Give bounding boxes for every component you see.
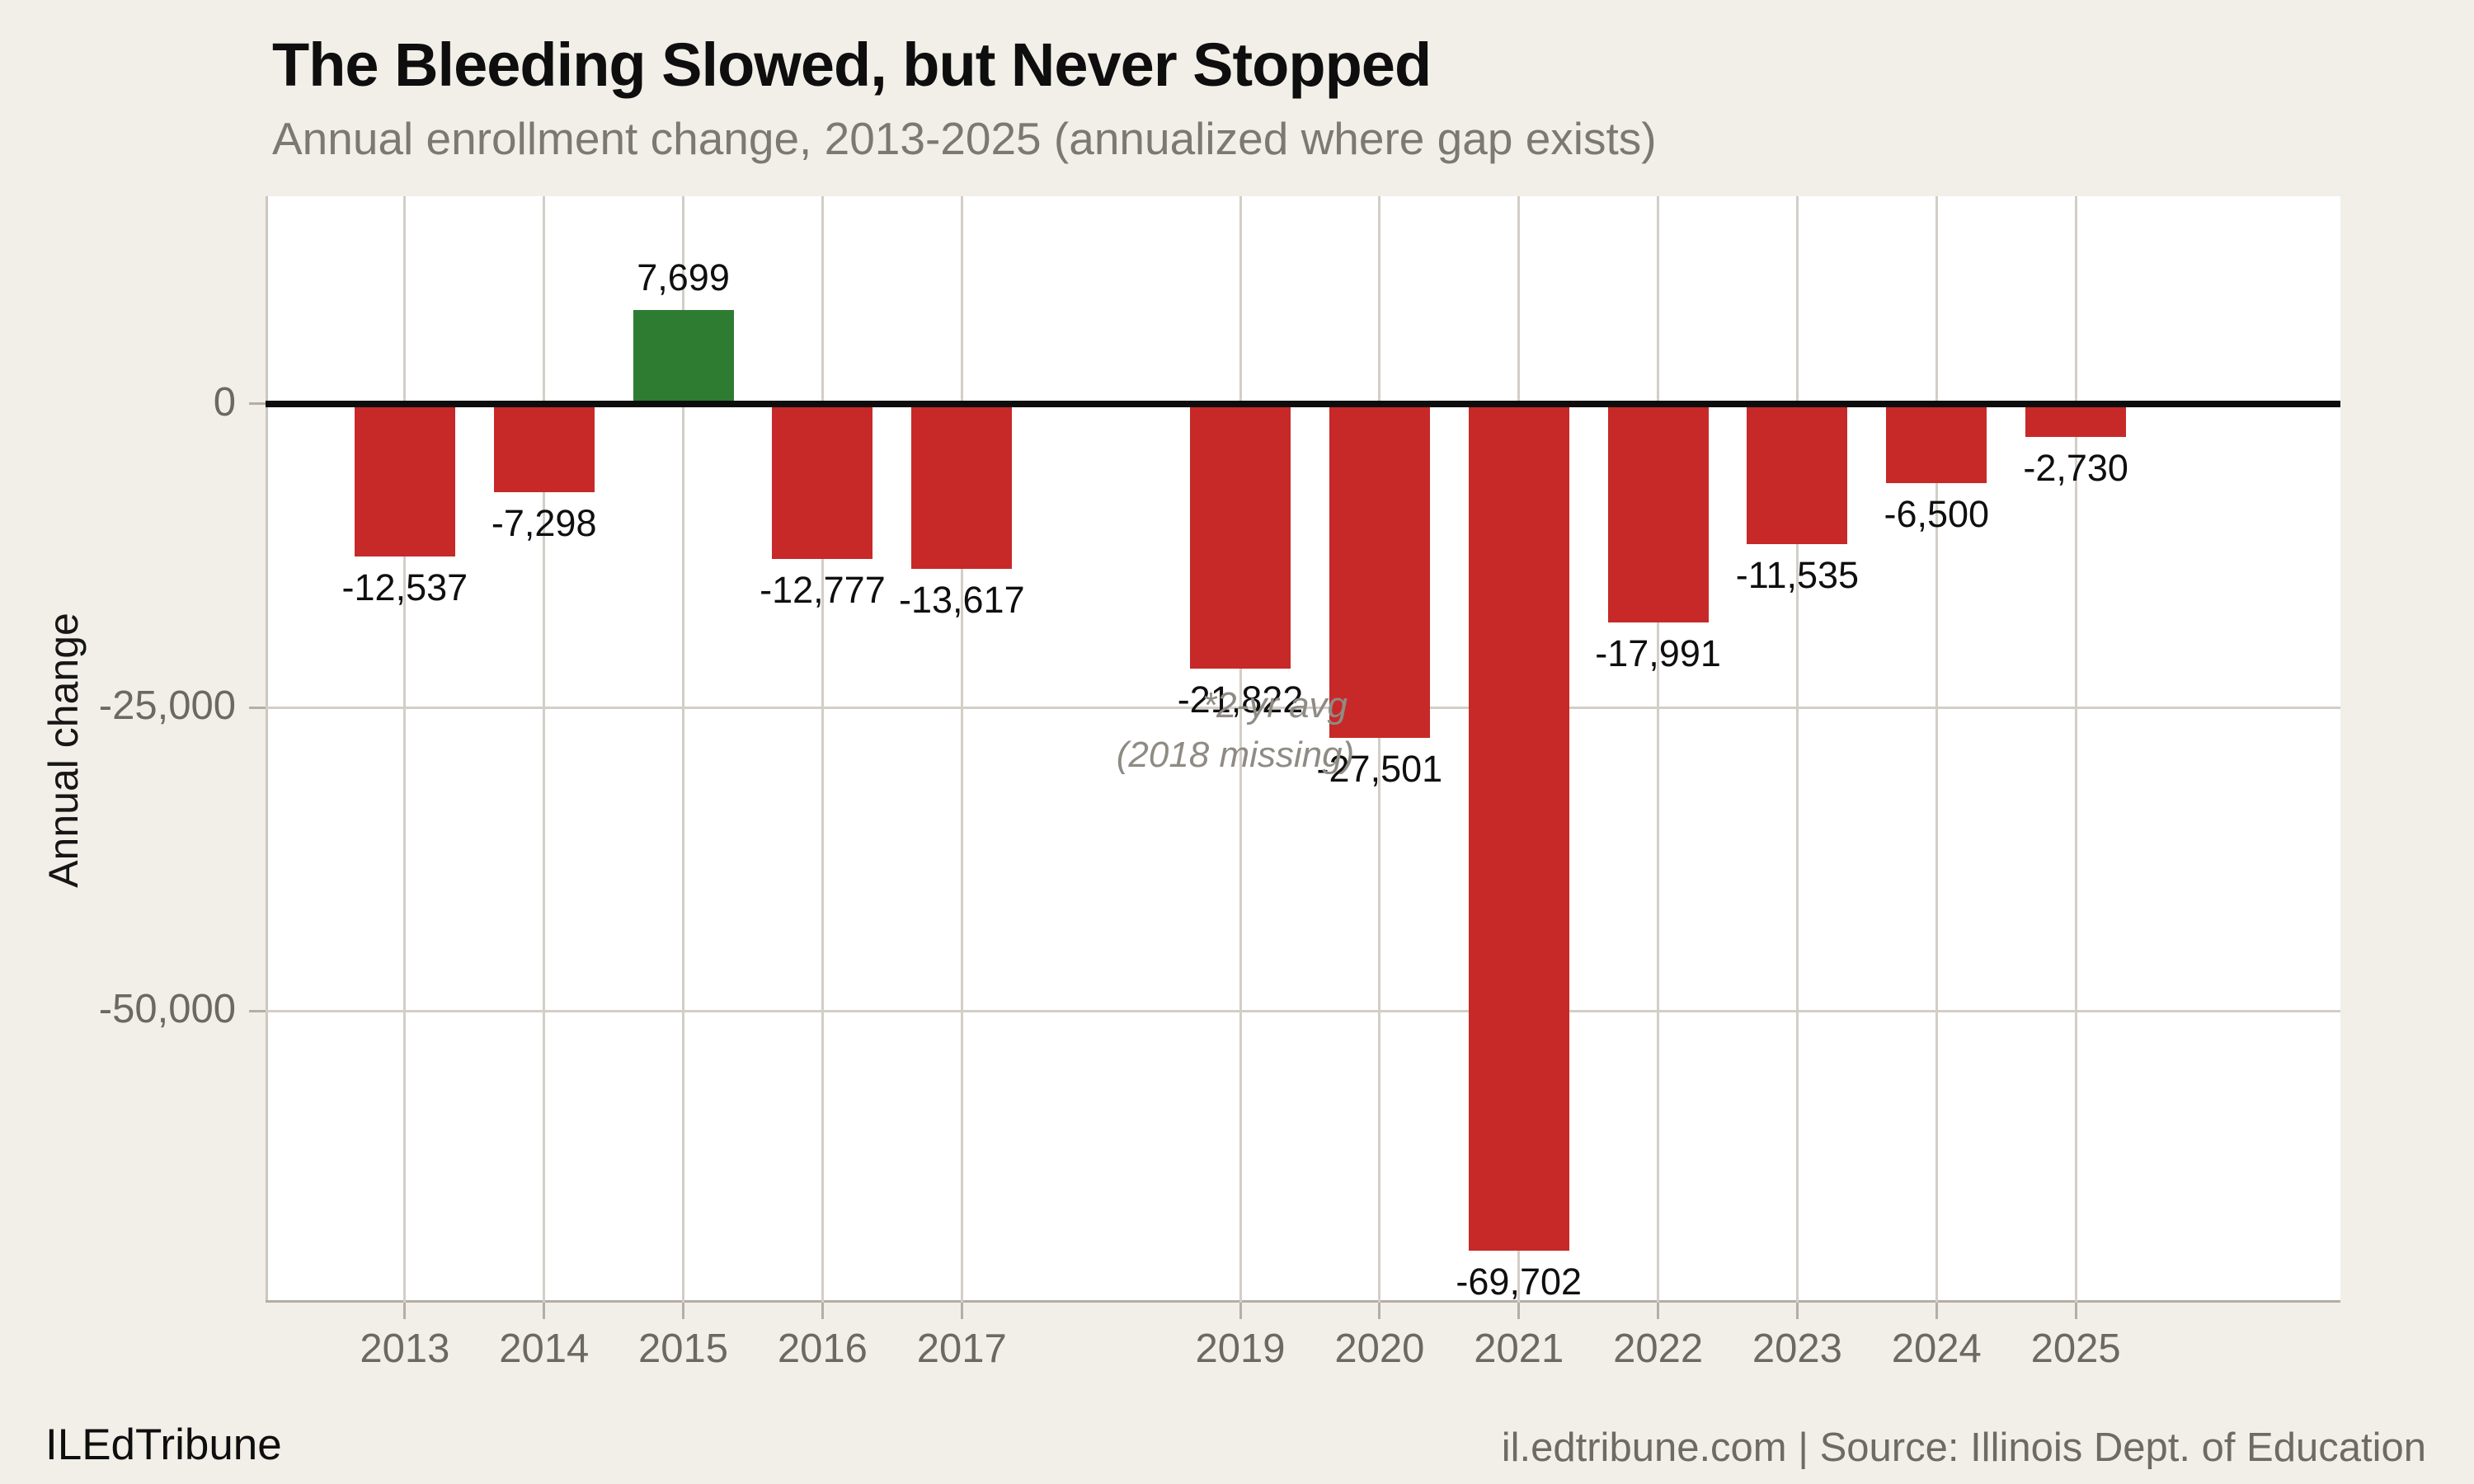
x-tick-label-2020: 2020 [1334, 1327, 1425, 1371]
bar-value-label-2014: -7,298 [491, 502, 597, 545]
bar-value-label-2015: 7,699 [637, 256, 730, 299]
y-tick-mark--50000 [249, 1009, 266, 1012]
x-tick-label-2025: 2025 [2030, 1327, 2121, 1371]
x-tick-mark-2014 [543, 1303, 546, 1319]
x-tick-label-2015: 2015 [638, 1327, 729, 1371]
bar-2014 [493, 403, 595, 493]
bar-value-label-2024: -6,500 [1884, 492, 1990, 535]
annotation-2yr-avg: *2-yr avg [1202, 685, 1348, 726]
bar-value-label-2019: -21,822 [1177, 679, 1304, 721]
bar-2021 [1468, 403, 1569, 1251]
bar-2023 [1747, 403, 1848, 544]
bar-value-label-2022: -17,991 [1595, 632, 1721, 674]
gridline-x-2023 [1795, 196, 1799, 1303]
bar-2013 [354, 403, 455, 556]
x-tick-label-2019: 2019 [1195, 1327, 1286, 1371]
bar-value-label-2016: -12,777 [760, 569, 886, 612]
y-tick-mark--25000 [249, 706, 266, 709]
footer-source-attribution: il.edtribune.com | Source: Illinois Dept… [1501, 1425, 2426, 1470]
x-tick-mark-2024 [1935, 1303, 1938, 1319]
x-tick-label-2016: 2016 [777, 1327, 868, 1371]
x-tick-mark-2023 [1795, 1303, 1799, 1319]
x-tick-label-2021: 2021 [1474, 1327, 1564, 1371]
bar-2020 [1329, 403, 1430, 738]
x-tick-label-2017: 2017 [916, 1327, 1007, 1371]
y-tick-label--50000: -50,000 [98, 987, 236, 1032]
x-tick-mark-2022 [1657, 1303, 1660, 1319]
plot-area: -12,537 -7,298 7,699 -12,777 -13,617 -21,822-… [266, 196, 2340, 1303]
zero-baseline [266, 400, 2340, 407]
bar-2024 [1886, 403, 1987, 483]
y-tick-label--25000: -25,000 [98, 683, 236, 729]
y-tick-mark-0 [249, 402, 266, 406]
bar-value-label-2017: -13,617 [898, 579, 1025, 622]
bar-value-label-2020: -27,501 [1316, 748, 1443, 791]
gridline-y--25000 [266, 706, 2340, 709]
x-tick-label-2022: 2022 [1613, 1327, 1704, 1371]
bar-value-label-2025: -2,730 [2023, 447, 2128, 490]
x-tick-label-2023: 2023 [1752, 1327, 1842, 1371]
x-tick-mark-2019 [1239, 1303, 1242, 1319]
gridline-y--50000 [266, 1009, 2340, 1012]
x-tick-mark-2025 [2074, 1303, 2077, 1319]
x-tick-mark-2020 [1378, 1303, 1381, 1319]
gridline-x-2013 [403, 196, 407, 1303]
gridline-x-2022 [1657, 196, 1660, 1303]
bar-2017 [911, 403, 1013, 570]
bar-2016 [772, 403, 873, 560]
y-tick-label-0: 0 [213, 379, 236, 425]
x-tick-label-2024: 2024 [1891, 1327, 1982, 1371]
x-tick-mark-2016 [821, 1303, 824, 1319]
bar-2025 [2025, 403, 2127, 438]
x-tick-mark-2021 [1517, 1303, 1521, 1319]
gridline-x-2016 [821, 196, 824, 1303]
annotation-2018-missing: (2018 missing) [1116, 735, 1355, 776]
y-axis-line [266, 196, 268, 1303]
x-tick-mark-2017 [960, 1303, 963, 1319]
x-axis-line [266, 1300, 2340, 1303]
x-tick-label-2014: 2014 [499, 1327, 590, 1371]
bar-2015 [633, 310, 734, 404]
x-tick-mark-2013 [403, 1303, 407, 1319]
gridline-x-2019 [1239, 196, 1242, 1303]
x-tick-label-2013: 2013 [360, 1327, 450, 1371]
chart-subtitle: Annual enrollment change, 2013-2025 (ann… [272, 113, 1657, 164]
bar-2022 [1607, 403, 1709, 622]
bar-value-label-2021: -69,702 [1456, 1260, 1583, 1303]
bar-value-label-2023: -11,535 [1735, 553, 1860, 596]
gridline-x-2025 [2074, 196, 2077, 1303]
x-tick-mark-2015 [682, 1303, 685, 1319]
footer-brand: ILEdTribune [45, 1421, 282, 1469]
y-axis-title: Annual change [40, 613, 87, 888]
gridline-x-2015 [682, 196, 685, 1303]
gridline-x-2020 [1378, 196, 1381, 1303]
bar-value-label-2013: -12,537 [341, 566, 468, 608]
chart-title: The Bleeding Slowed, but Never Stopped [272, 31, 1432, 99]
gridline-x-2014 [543, 196, 546, 1303]
gridline-x-2024 [1935, 196, 1938, 1303]
bar-2019 [1190, 403, 1291, 669]
gridline-x-2017 [960, 196, 963, 1303]
